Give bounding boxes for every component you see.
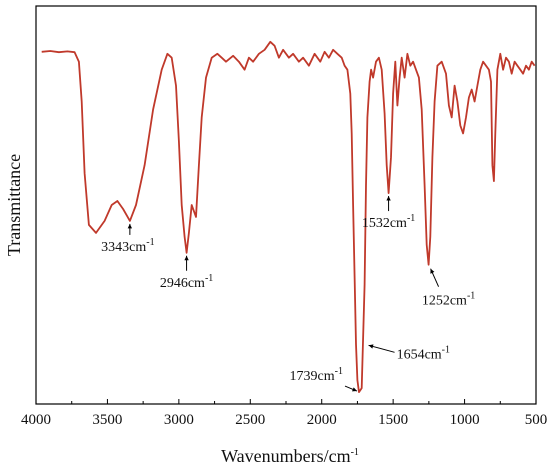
peak-annotation-label: 1252cm-1 [422, 291, 475, 309]
peak-annotation-label: 1532cm-1 [362, 213, 415, 231]
x-tick-label: 3500 [92, 412, 122, 428]
x-axis-ticks: 4000 3500 3000 2500 2000 1500 1000 500 [21, 399, 547, 428]
x-tick-label: 2000 [307, 412, 337, 428]
annotation-arrowhead [127, 223, 133, 229]
x-tick-label: 3000 [164, 412, 194, 428]
spectrum-line [41, 40, 536, 393]
peak-annotation-label: 3343cm-1 [101, 237, 154, 255]
x-axis-title: Wavenumbers/cm-1 [221, 446, 359, 466]
annotation-arrowhead [368, 344, 374, 349]
x-tick-label: 500 [525, 412, 548, 428]
annotations: 3343cm-1 2946cm-1 1532cm-1 1252cm-1 1739cm-1… [101, 196, 475, 392]
annotation-arrowhead [430, 268, 435, 274]
annotation-arrowhead [352, 387, 357, 392]
peak-annotation-label: 2946cm-1 [160, 273, 213, 291]
peak-annotation-label: 1739cm-1 [290, 366, 343, 384]
peak-annotation-label: 1654cm-1 [397, 344, 450, 362]
annotation-arrowhead [386, 196, 391, 201]
y-axis-title: Transmittance [4, 154, 24, 256]
x-tick-label: 2500 [235, 412, 265, 428]
series-layer [41, 40, 536, 393]
x-tick-label: 4000 [21, 412, 51, 428]
x-tick-label: 1500 [378, 412, 408, 428]
annotation-arrowhead [184, 255, 189, 261]
x-tick-label: 1000 [450, 412, 480, 428]
